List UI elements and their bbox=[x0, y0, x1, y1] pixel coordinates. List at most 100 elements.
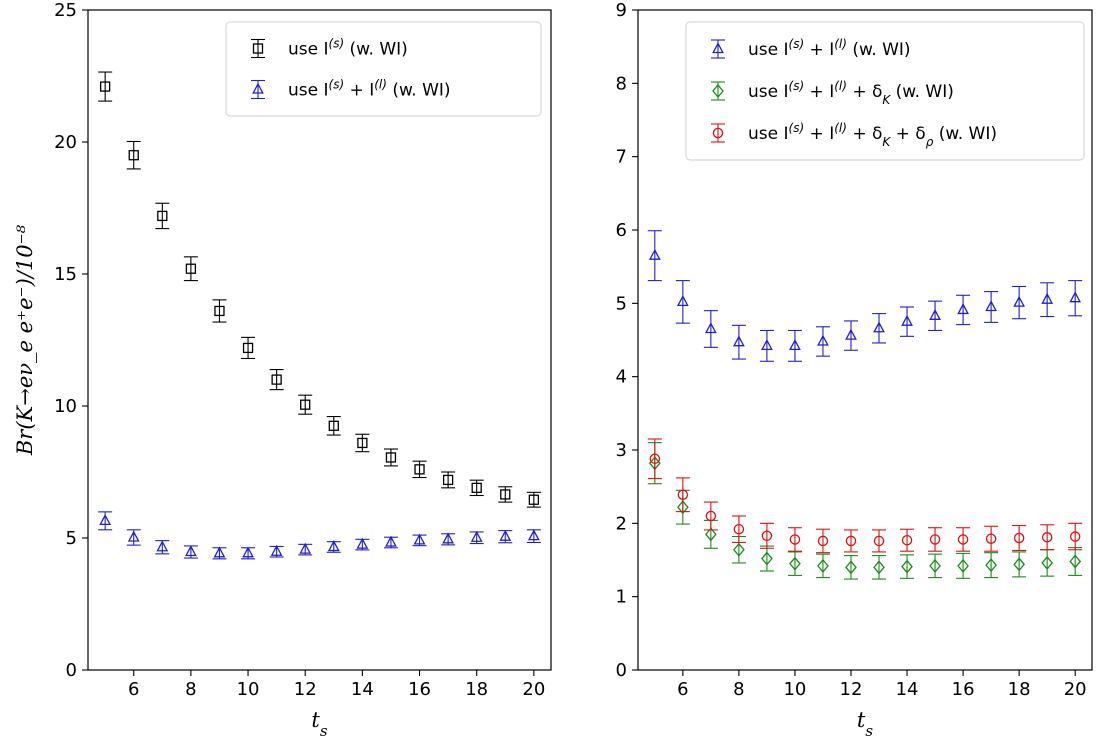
error-bar bbox=[984, 291, 999, 323]
legend-frame bbox=[685, 21, 1085, 161]
data-point bbox=[705, 527, 717, 542]
error-bar bbox=[647, 230, 662, 282]
y-tick-label: 5 bbox=[616, 293, 627, 314]
x-tick-label: 10 bbox=[237, 679, 260, 700]
error-bar bbox=[269, 369, 284, 391]
error-bar bbox=[703, 310, 718, 348]
x-tick-label: 14 bbox=[351, 679, 374, 700]
x-tick-label: 16 bbox=[952, 679, 975, 700]
data-point bbox=[733, 523, 745, 535]
legend-entry: use I(s) + I(l) + δK (w. WI) bbox=[711, 79, 954, 107]
data-point bbox=[242, 342, 254, 354]
error-bar bbox=[815, 553, 830, 579]
series-2 bbox=[98, 511, 541, 560]
x-tick-label: 10 bbox=[783, 679, 806, 700]
data-point bbox=[1013, 557, 1025, 572]
error-bar bbox=[241, 336, 256, 360]
data-point bbox=[985, 533, 997, 544]
legend-label: use I(s) + I(l) (w. WI) bbox=[288, 78, 451, 101]
data-point bbox=[500, 489, 511, 500]
data-point bbox=[442, 474, 454, 486]
error-bar bbox=[383, 448, 398, 467]
data-point bbox=[1069, 554, 1082, 569]
legend-marker bbox=[252, 43, 264, 54]
legend-marker bbox=[712, 83, 724, 99]
data-point bbox=[213, 546, 226, 558]
error-bar bbox=[1068, 522, 1083, 551]
y-tick-label: 2 bbox=[616, 513, 627, 534]
x-tick-label: 18 bbox=[465, 679, 488, 700]
error-bar bbox=[183, 256, 198, 282]
data-point bbox=[385, 452, 397, 463]
error-bar bbox=[900, 306, 915, 337]
data-point bbox=[817, 558, 829, 573]
error-bar bbox=[759, 522, 774, 549]
data-point bbox=[270, 544, 283, 556]
data-point bbox=[985, 558, 997, 573]
error-bar bbox=[1012, 524, 1027, 552]
y-tick-label: 8 bbox=[616, 73, 627, 94]
data-point bbox=[649, 453, 661, 465]
data-point bbox=[185, 263, 197, 274]
data-point bbox=[99, 81, 111, 92]
error-bar bbox=[787, 329, 802, 362]
error-bar bbox=[984, 552, 999, 579]
data-point bbox=[789, 534, 801, 545]
y-tick-label: 5 bbox=[66, 528, 77, 549]
x-tick-label: 20 bbox=[1064, 679, 1087, 700]
data-point bbox=[99, 513, 112, 525]
error-bar bbox=[843, 320, 858, 351]
data-point bbox=[733, 335, 745, 347]
data-point bbox=[242, 546, 254, 558]
data-point bbox=[929, 308, 941, 320]
legend-marker bbox=[712, 127, 724, 139]
error-bar bbox=[326, 416, 341, 436]
data-point bbox=[817, 535, 829, 547]
data-point bbox=[471, 482, 482, 493]
data-point bbox=[414, 464, 425, 475]
series-1 bbox=[98, 71, 541, 508]
error-bar bbox=[412, 460, 427, 479]
data-point bbox=[300, 399, 311, 410]
data-point bbox=[957, 534, 969, 545]
data-point bbox=[761, 530, 773, 542]
x-axis-label: ts bbox=[311, 708, 327, 740]
error-bar bbox=[155, 202, 170, 230]
legend-frame bbox=[225, 21, 542, 117]
data-point bbox=[1013, 295, 1026, 307]
error-bar bbox=[956, 552, 971, 579]
data-point bbox=[929, 558, 941, 573]
error-bar bbox=[787, 551, 802, 576]
error-bar bbox=[928, 300, 943, 332]
data-point bbox=[385, 535, 397, 547]
data-point bbox=[127, 530, 140, 542]
y-tick-label: 1 bbox=[616, 587, 627, 608]
data-point bbox=[327, 540, 340, 552]
data-point bbox=[705, 510, 717, 522]
data-point bbox=[156, 540, 169, 552]
y-tick-label: 6 bbox=[616, 220, 627, 241]
x-tick-label: 16 bbox=[408, 679, 431, 700]
error-bar bbox=[647, 438, 662, 480]
data-point bbox=[1013, 532, 1025, 544]
data-point bbox=[214, 305, 225, 317]
data-point bbox=[789, 338, 801, 351]
error-bar bbox=[843, 529, 858, 553]
error-bar bbox=[731, 515, 746, 543]
series-3 bbox=[647, 438, 1083, 554]
error-bar bbox=[441, 471, 456, 489]
x-tick-label: 20 bbox=[522, 679, 545, 700]
data-point bbox=[128, 150, 139, 161]
data-point bbox=[1041, 292, 1054, 304]
error-bar bbox=[815, 326, 830, 357]
data-point bbox=[845, 535, 857, 547]
legend-error-bar bbox=[251, 38, 265, 59]
data-point bbox=[873, 321, 885, 333]
x-tick-label: 14 bbox=[896, 679, 919, 700]
data-point bbox=[845, 328, 857, 340]
error-bar bbox=[956, 527, 971, 552]
data-point bbox=[929, 534, 941, 545]
error-bar bbox=[1012, 285, 1027, 320]
data-point bbox=[527, 529, 540, 541]
y-tick-label: 4 bbox=[616, 367, 627, 388]
